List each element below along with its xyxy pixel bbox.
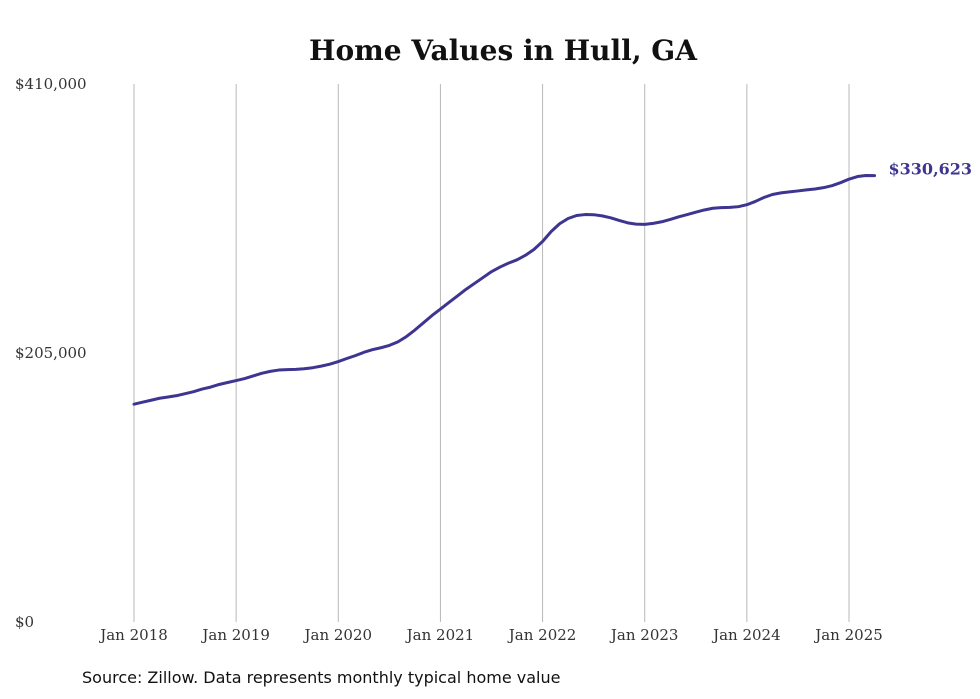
y-tick-label: $410,000 xyxy=(15,75,87,93)
series-line xyxy=(132,173,877,406)
y-axis-tick-labels: $0 $205,000 $410,000 xyxy=(15,75,87,631)
x-axis-tick-labels: Jan 2018 Jan 2019 Jan 2020 Jan 2021 Jan 2022… xyxy=(98,626,883,644)
x-tick-label: Jan 2019 xyxy=(200,626,270,644)
grid-lines xyxy=(133,84,850,622)
x-tick-label: Jan 2024 xyxy=(711,626,781,644)
y-tick-label: $0 xyxy=(15,613,34,631)
chart-title: Home Values in Hull, GA xyxy=(309,34,698,67)
series-layer xyxy=(132,173,877,406)
last-value-label: $330,623 xyxy=(889,160,973,179)
x-tick-label: Jan 2021 xyxy=(405,626,475,644)
x-tick-label: Jan 2022 xyxy=(507,626,577,644)
y-tick-label: $205,000 xyxy=(15,344,87,362)
x-tick-label: Jan 2023 xyxy=(609,626,679,644)
x-tick-label: Jan 2025 xyxy=(813,626,883,644)
x-tick-label: Jan 2018 xyxy=(98,626,168,644)
source-note: Source: Zillow. Data represents monthly … xyxy=(82,668,561,687)
x-tick-label: Jan 2020 xyxy=(303,626,373,644)
